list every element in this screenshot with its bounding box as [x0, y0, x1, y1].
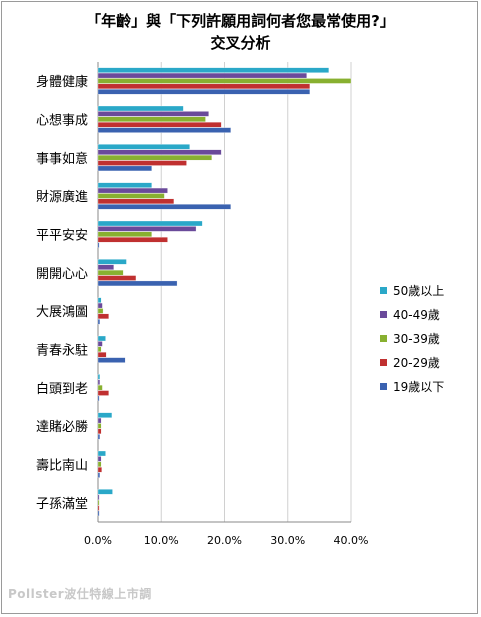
bar: [97, 374, 101, 380]
bar: [97, 494, 100, 500]
bar: [97, 450, 106, 457]
bar: [97, 352, 107, 358]
x-tick-label: 40.0%: [334, 534, 369, 547]
x-tick-label: 0.0%: [84, 534, 112, 547]
legend-item: 19歲以下: [380, 374, 475, 398]
bar: [97, 204, 231, 210]
category-label: 白頭到老: [36, 381, 88, 397]
bar: [97, 144, 190, 150]
bar: [97, 116, 206, 122]
legend-swatch: [380, 382, 387, 390]
bar: [97, 259, 127, 265]
bar: [97, 83, 311, 90]
bar: [97, 154, 212, 161]
chart-title-line2: 交叉分析: [210, 34, 271, 52]
bar: [97, 269, 124, 276]
category-label: 財源廣進: [36, 190, 88, 205]
category-label: 大展鴻圖: [36, 305, 88, 320]
bar: [97, 428, 102, 435]
legend-swatch: [380, 286, 387, 294]
legend-label: 19歲以下: [393, 379, 445, 394]
bar: [97, 489, 113, 495]
bar: [97, 499, 100, 506]
bar: [97, 319, 101, 325]
bar: [97, 472, 101, 478]
category-label: 開開心心: [36, 267, 88, 282]
bar: [97, 275, 137, 281]
bar: [97, 346, 102, 352]
bar: [97, 302, 103, 309]
bar: [97, 67, 330, 73]
bar: [97, 417, 102, 424]
category-label: 事事如意: [36, 151, 88, 167]
bar: [97, 226, 197, 232]
bar: [97, 198, 175, 205]
category-label: 心想事成: [36, 113, 88, 129]
bar: [97, 423, 102, 429]
footer-watermark: Pollster波仕特線上市調: [8, 587, 152, 601]
legend-label: 30-39歲: [393, 331, 440, 346]
legend-label: 40-49歲: [393, 307, 440, 322]
bar: [97, 187, 168, 194]
chart-title-line1: 「年齡」與「下列許願用詞何者您最常使用?」: [86, 12, 395, 30]
bar: [97, 412, 113, 418]
legend-label: 50歲以上: [393, 283, 445, 298]
bar: [97, 379, 101, 385]
bar: [97, 456, 102, 462]
legend-swatch: [380, 334, 387, 342]
bar: [97, 78, 352, 84]
bar: [97, 231, 152, 237]
x-tick-label: 30.0%: [270, 534, 305, 547]
category-label: 子孫滿堂: [36, 496, 88, 512]
category-label: 青春永駐: [36, 344, 88, 359]
bar: [97, 510, 100, 517]
bar: [97, 237, 168, 243]
legend: 50歲以上 40-49歲 30-39歲 20-29歲 19歲以下: [380, 278, 475, 398]
bar: [97, 357, 126, 363]
legend-item: 50歲以上: [380, 278, 475, 302]
bar: [97, 220, 203, 227]
bar: [97, 461, 102, 467]
bar: [97, 308, 104, 314]
bar: [97, 160, 187, 166]
category-label: 身體健康: [36, 74, 88, 90]
category-label: 達賭必勝: [36, 420, 88, 435]
legend-item: 40-49歲: [380, 302, 475, 326]
legend-label: 20-29歲: [393, 355, 440, 370]
bar: [97, 264, 114, 270]
bar: [97, 280, 178, 287]
bar: [97, 149, 222, 155]
bar: [97, 182, 152, 188]
x-tick-label: 20.0%: [207, 534, 242, 547]
bar: [97, 242, 100, 248]
bar: [97, 313, 109, 320]
bar: [97, 122, 222, 128]
bar: [97, 341, 103, 347]
category-label: 平平安安: [36, 229, 88, 244]
bar: [97, 467, 102, 473]
bar: [97, 89, 311, 95]
legend-swatch: [380, 310, 387, 318]
bar: [97, 505, 100, 511]
legend-item: 30-39歲: [380, 326, 475, 350]
legend-item: 20-29歲: [380, 350, 475, 374]
category-label: 壽比南山: [36, 458, 88, 474]
x-tick-label: 10.0%: [144, 534, 179, 547]
bar: [97, 335, 106, 342]
legend-swatch: [380, 358, 387, 366]
bar: [97, 434, 101, 440]
bar: [97, 111, 209, 117]
bar: [97, 105, 184, 112]
bar: [97, 297, 102, 303]
bar: [97, 72, 307, 79]
bar: [97, 127, 231, 133]
bar: [97, 395, 100, 402]
bar: [97, 390, 109, 396]
bar: [97, 165, 152, 172]
bar: [97, 193, 165, 199]
bar: [97, 384, 103, 391]
